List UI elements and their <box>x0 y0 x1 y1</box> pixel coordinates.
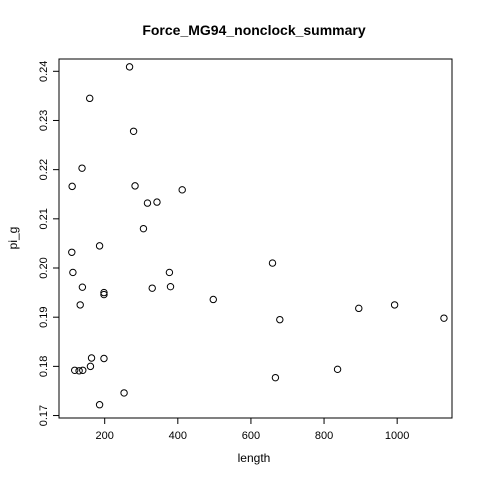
data-point-34 <box>120 389 128 397</box>
y-tick-label-5: 0.22 <box>38 159 50 180</box>
x-tick-label-0: 200 <box>96 430 114 442</box>
data-point-4 <box>68 182 76 191</box>
data-point-28 <box>86 362 95 371</box>
data-point-12 <box>69 268 77 277</box>
data-point-21 <box>76 301 84 309</box>
data-point-30 <box>75 367 83 375</box>
data-point-8 <box>153 198 161 206</box>
x-tick-label-1: 400 <box>169 430 187 442</box>
data-point-9 <box>139 224 148 233</box>
x-tick-label-2: 600 <box>242 430 260 442</box>
data-point-2 <box>129 127 138 135</box>
data-point-10 <box>68 248 76 256</box>
y-tick-label-0: 0.17 <box>38 405 50 426</box>
y-tick-label-6: 0.23 <box>38 110 50 131</box>
data-point-20 <box>209 295 217 304</box>
data-point-33 <box>271 373 280 382</box>
data-point-15 <box>78 283 87 291</box>
data-point-23 <box>390 301 399 309</box>
data-point-29 <box>71 366 79 374</box>
x-tick-label-4: 1000 <box>385 430 409 442</box>
x-axis-label: length <box>238 451 271 465</box>
data-points <box>68 63 448 409</box>
x-tick-label-3: 800 <box>315 430 333 442</box>
data-point-27 <box>100 354 108 363</box>
data-point-19 <box>166 282 175 291</box>
y-tick-label-4: 0.21 <box>38 208 50 229</box>
data-point-13 <box>165 268 174 277</box>
y-tick-label-7: 0.24 <box>38 61 50 82</box>
data-point-32 <box>333 365 342 374</box>
x-axis: 200 400 600 800 1000 <box>96 417 409 442</box>
plot-box <box>58 58 453 419</box>
data-point-1 <box>86 94 94 103</box>
data-point-3 <box>78 164 86 172</box>
data-point-5 <box>131 182 139 190</box>
y-axis-label: pi_g <box>6 227 20 250</box>
data-point-26 <box>87 354 96 362</box>
data-point-7 <box>143 199 152 207</box>
data-point-35 <box>95 401 104 409</box>
data-point-16 <box>100 288 108 297</box>
data-point-14 <box>268 259 277 267</box>
data-point-25 <box>440 314 448 322</box>
chart-title: Force_MG94_nonclock_summary <box>142 22 366 38</box>
data-point-17 <box>100 290 108 299</box>
y-tick-label-1: 0.18 <box>38 356 50 377</box>
data-point-18 <box>148 284 156 292</box>
data-point-24 <box>276 315 284 324</box>
y-tick-label-3: 0.20 <box>38 257 50 278</box>
y-axis: 0.17 0.18 0.19 0.20 0.21 0.22 0.23 0.24 <box>38 61 60 426</box>
data-point-31 <box>79 366 87 374</box>
data-point-0 <box>125 63 134 71</box>
data-point-11 <box>95 242 104 250</box>
data-point-22 <box>355 304 363 313</box>
y-tick-label-2: 0.19 <box>38 306 50 327</box>
data-point-6 <box>178 186 186 194</box>
